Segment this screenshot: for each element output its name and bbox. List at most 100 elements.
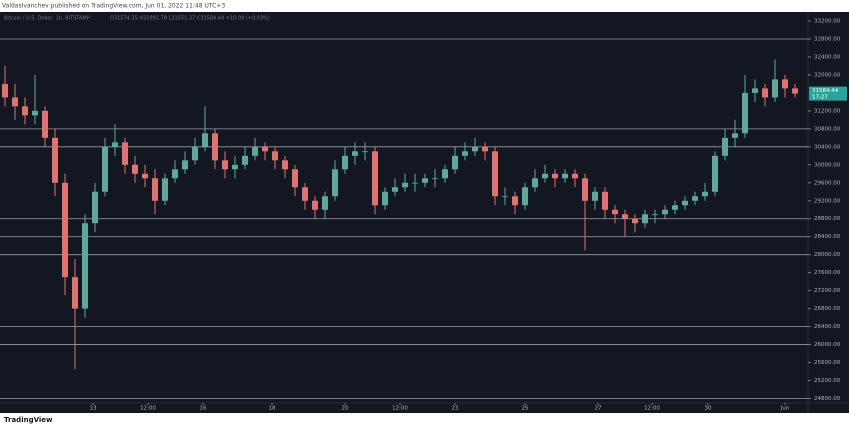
x-tick-label: Jun [780,406,790,412]
candle-body [402,182,408,188]
x-tick-label: 12:00 [644,406,660,412]
ohlc-header: O31574.35 H31991.78 L31551.37 C31584.44 … [110,16,270,22]
candle-body [192,146,198,161]
candle-body [542,173,548,179]
brand: TradingView [4,416,53,424]
candle-body [492,151,498,197]
candle-body [12,97,18,107]
candle-body [392,187,398,192]
y-tick-label: 28800.00 [814,216,841,222]
x-tick-label: 23 [452,406,459,412]
price-tag-label: 31584.44 [812,88,839,94]
y-tick-label: 27200.00 [814,288,841,294]
candle-body [112,142,118,147]
candle-body [282,160,288,170]
candle-body [632,218,638,224]
publisher: ValdasIvanchev published on TradingView.… [2,3,225,10]
candle-body [672,205,678,210]
candle-body [472,146,478,152]
candle-body [662,209,668,215]
y-tick-label: 24800.00 [814,396,841,402]
x-tick-label: 27 [595,406,602,412]
y-tick-label: 30400.00 [814,144,841,150]
y-tick-label: 30000.00 [814,162,841,168]
candle-body [702,191,708,197]
candle-body [752,88,758,93]
x-tick-label: 16 [200,406,207,412]
candle-body [202,133,208,147]
x-tick-label: 12:00 [140,406,156,412]
candle-body [232,164,238,170]
y-tick-label: 29200.00 [814,198,841,204]
candle-body [772,79,778,98]
candle-body [782,79,788,89]
candle-body [482,146,488,152]
candle-body [222,160,228,170]
y-tick-label: 32800.00 [814,36,841,42]
candle-body [642,214,648,224]
candle-body [292,169,298,188]
candle-body [432,178,438,180]
candle-body [152,178,158,201]
candle-body [362,151,368,153]
candle-body [262,146,268,152]
price-tag [809,86,847,101]
candle-body [732,133,738,138]
candle-body [722,137,728,156]
candle-body [502,196,508,198]
y-tick-label: 32400.00 [814,54,841,60]
candle-body [72,277,78,309]
candle-body [342,155,348,170]
candle-body [452,155,458,170]
y-tick-label: 27600.00 [814,270,841,276]
candle-body [522,187,528,206]
candle-body [442,169,448,179]
candle-body [612,209,618,215]
x-tick-label: 18 [269,406,276,412]
y-tick-label: 26800.00 [814,306,841,312]
x-tick-label: 30 [705,406,712,412]
y-tick-label: 33200.00 [814,18,841,24]
candle-body [132,164,138,174]
candle-body [272,151,278,161]
candle-body [122,142,128,165]
candle-body [622,214,628,219]
candle-body [712,155,718,192]
countdown: 17:27 [812,95,828,101]
symbol: Bitcoin / U.S. Dollar, 1h, BITSTAMP [4,16,90,22]
y-tick-label: 26400.00 [814,324,841,330]
candle-body [302,187,308,201]
candle-body [652,214,658,216]
y-tick-label: 25600.00 [814,360,841,366]
candle-body [2,83,8,98]
y-tick-label: 26000.00 [814,342,841,348]
candle-body [412,182,418,184]
candle-body [352,151,358,156]
candle-body [552,173,558,179]
x-tick-label: 13 [90,406,97,412]
chart-background [0,12,849,413]
candle-body [142,173,148,179]
candle-body [182,160,188,170]
candle-body [332,169,338,197]
candle-body [572,173,578,179]
candle-body [242,155,248,165]
candle-body [372,151,378,206]
candle-body [462,151,468,156]
candle-body [742,92,748,134]
candle-body [692,196,698,201]
candle-body [102,146,108,192]
y-tick-label: 29600.00 [814,180,841,186]
candle-body [212,133,218,161]
x-tick-label: 20 [342,406,349,412]
candle-body [82,223,88,309]
y-tick-label: 28000.00 [814,252,841,258]
candle-body [252,146,258,156]
candle-body [602,191,608,210]
candle-body [62,182,68,278]
y-tick-label: 32000.00 [814,72,841,78]
x-tick-label: 25 [522,406,529,412]
candle-body [92,191,98,224]
candle-body [592,191,598,201]
candle-body [532,178,538,188]
